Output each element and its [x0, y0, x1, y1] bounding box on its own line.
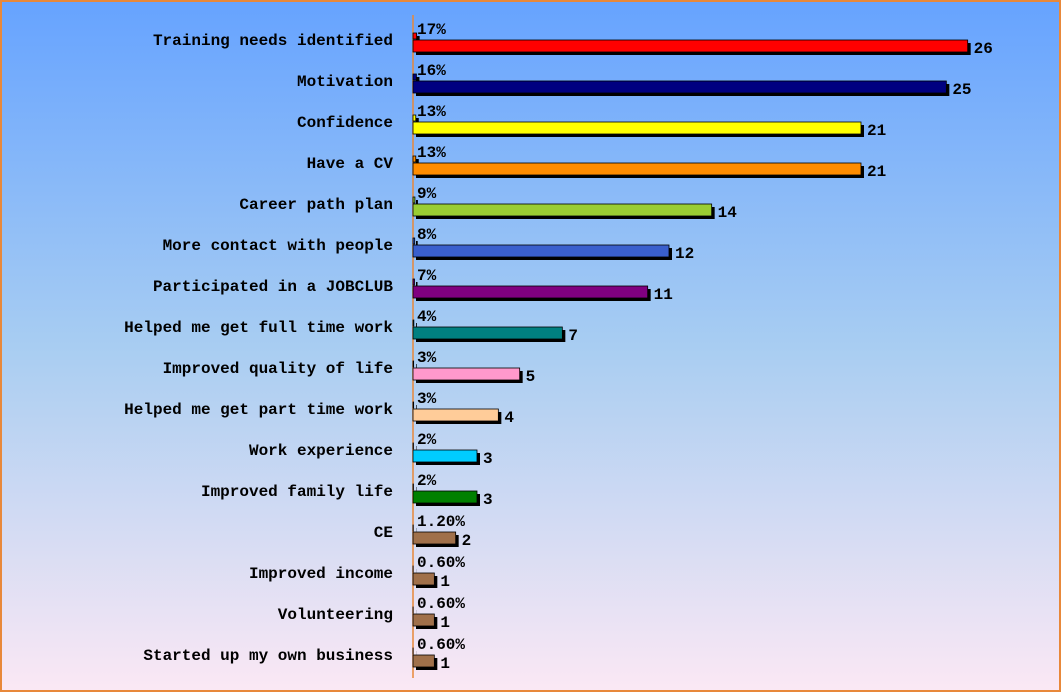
bar [413, 204, 712, 216]
value-label: 0.60% [417, 636, 465, 654]
value-label: 7 [568, 327, 578, 345]
value-label: 16% [417, 62, 446, 80]
value-label: 1 [440, 655, 450, 673]
value-label: 0.60% [417, 595, 465, 613]
value-label: 7% [417, 267, 437, 285]
value-label: 12 [675, 245, 694, 263]
bar [413, 327, 562, 339]
bar [413, 245, 669, 257]
value-label: 9% [417, 185, 437, 203]
value-label: 3 [483, 491, 493, 509]
bar [413, 115, 416, 121]
bar [413, 279, 414, 285]
value-label: 14 [718, 204, 738, 222]
bar [413, 74, 416, 80]
bar [413, 491, 477, 503]
bar [413, 81, 946, 93]
bar [413, 614, 434, 626]
value-label: 4 [504, 409, 514, 427]
value-label: 3% [417, 390, 437, 408]
value-label: 26 [974, 40, 993, 58]
category-label: Helped me get part time work [124, 401, 393, 419]
bar [413, 573, 434, 585]
bar [413, 122, 861, 134]
value-label: 21 [867, 122, 886, 140]
value-label: 17% [417, 21, 446, 39]
category-label: Confidence [297, 114, 393, 132]
value-label: 2 [462, 532, 472, 550]
bar [413, 450, 477, 462]
value-label: 0.60% [417, 554, 465, 572]
bar [413, 286, 648, 298]
bar [413, 238, 415, 244]
value-label: 1.20% [417, 513, 465, 531]
bar [413, 361, 414, 367]
value-label: 5 [526, 368, 536, 386]
category-label: Helped me get full time work [124, 319, 393, 337]
value-label: 21 [867, 163, 886, 181]
bar [413, 163, 861, 175]
bar [413, 409, 498, 421]
category-label: More contact with people [163, 237, 393, 255]
bar [413, 197, 415, 203]
bar [413, 320, 414, 326]
value-label: 11 [654, 286, 673, 304]
value-label: 13% [417, 144, 446, 162]
category-label: Career path plan [239, 196, 393, 214]
value-label: 8% [417, 226, 437, 244]
value-label: 25 [952, 81, 971, 99]
bar [413, 655, 434, 667]
category-label: Have a CV [307, 155, 394, 173]
bar [413, 40, 968, 52]
category-label: Training needs identified [153, 32, 393, 50]
bar [413, 156, 416, 162]
category-label: Started up my own business [143, 647, 393, 665]
category-label: CE [374, 524, 393, 542]
category-label: Improved income [249, 565, 393, 583]
bar [413, 532, 456, 544]
bar [413, 368, 520, 380]
value-label: 4% [417, 308, 437, 326]
value-label: 13% [417, 103, 446, 121]
value-label: 1 [440, 573, 450, 591]
bar [413, 402, 414, 408]
value-label: 2% [417, 431, 437, 449]
value-label: 3 [483, 450, 493, 468]
value-label: 2% [417, 472, 437, 490]
category-label: Improved family life [201, 483, 393, 501]
category-label: Volunteering [278, 606, 393, 624]
category-label: Participated in a JOBCLUB [153, 278, 393, 296]
value-label: 3% [417, 349, 437, 367]
category-label: Work experience [249, 442, 393, 460]
category-label: Improved quality of life [163, 360, 393, 378]
category-label: Motivation [297, 73, 393, 91]
value-label: 1 [440, 614, 450, 632]
